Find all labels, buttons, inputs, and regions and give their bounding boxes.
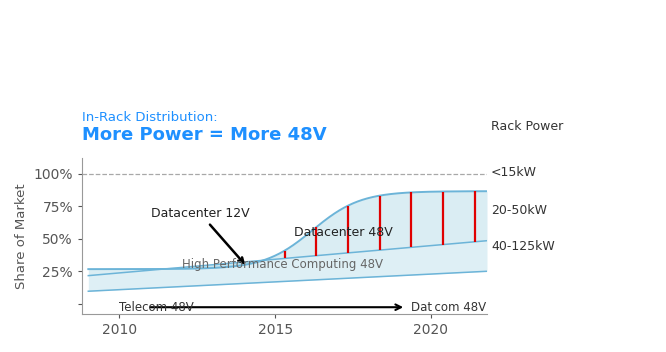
Text: Rack Power: Rack Power bbox=[491, 120, 563, 133]
Text: <15kW: <15kW bbox=[491, 165, 537, 178]
Text: 20-50kW: 20-50kW bbox=[491, 204, 547, 217]
Text: Datacenter 12V: Datacenter 12V bbox=[151, 207, 249, 263]
Text: Dat com 48V: Dat com 48V bbox=[411, 301, 486, 314]
Text: More Power = More 48V: More Power = More 48V bbox=[82, 126, 327, 144]
Text: Datacenter 48V: Datacenter 48V bbox=[294, 226, 393, 239]
Y-axis label: Share of Market: Share of Market bbox=[15, 183, 28, 289]
Text: Telecom 48V: Telecom 48V bbox=[119, 301, 194, 314]
Text: In-Rack Distribution:: In-Rack Distribution: bbox=[82, 111, 218, 124]
Text: 40-125kW: 40-125kW bbox=[491, 240, 555, 253]
Text: High Performance Computing 48V: High Performance Computing 48V bbox=[182, 258, 383, 271]
